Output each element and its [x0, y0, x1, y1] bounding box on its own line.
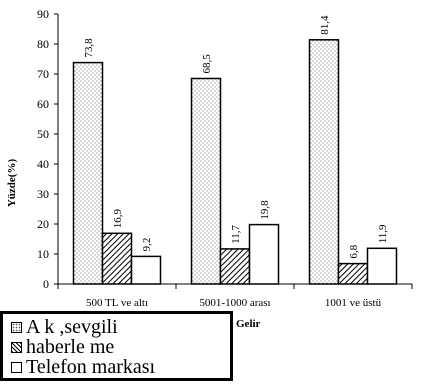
y-tick-label: 90: [37, 7, 49, 21]
legend-swatch-white: [11, 361, 22, 373]
y-tick-label: 50: [37, 127, 49, 141]
data-label: 11,9: [377, 224, 389, 243]
data-label: 16,9: [112, 209, 124, 229]
y-tick-label: 40: [37, 157, 49, 171]
legend-swatch-dots: [11, 321, 22, 333]
y-tick-label: 20: [37, 217, 49, 231]
bar: [337, 262, 369, 285]
x-tick-label: 5001-1000 arası: [199, 297, 270, 309]
bar: [130, 255, 162, 285]
data-label: 68,5: [201, 54, 213, 74]
legend-item-telefon-markasi: Telefon markası: [11, 357, 155, 377]
x-tick-label: 1001 ve üstü: [325, 297, 382, 309]
bar: [366, 247, 398, 285]
legend-label: Telefon markası: [26, 356, 156, 378]
legend: A k ,sevgili haberle me Telefon markası: [0, 311, 233, 381]
bar: [190, 77, 222, 285]
x-tick-label: 500 TL ve altı: [86, 297, 148, 309]
data-label: 73,8: [83, 38, 95, 58]
y-tick-label: 80: [37, 37, 49, 51]
data-label: 6,8: [348, 244, 360, 258]
legend-item-haberlesme: haberle me: [11, 337, 114, 357]
data-label: 19,8: [259, 200, 271, 220]
legend-label: A k ,sevgili: [26, 316, 118, 338]
bar: [101, 232, 133, 285]
y-tick-label: 30: [37, 187, 49, 201]
x-axis-title: Gelir: [236, 318, 261, 330]
bar: [248, 223, 280, 285]
data-label: 11,7: [230, 225, 242, 244]
y-axis-title: Yüzde(%): [6, 159, 18, 208]
data-label: 81,4: [319, 15, 331, 35]
y-tick-label: 60: [37, 97, 49, 111]
legend-swatch-hatch: [11, 341, 22, 353]
y-tick-label: 70: [37, 67, 49, 81]
bar: [72, 61, 104, 285]
legend-item-ask-sevgili: A k ,sevgili: [11, 317, 118, 337]
bar: [308, 39, 340, 285]
y-tick-label: 0: [43, 277, 49, 291]
bar: [219, 248, 251, 285]
data-label: 9,2: [141, 238, 153, 252]
legend-label: haberle me: [26, 336, 115, 358]
y-tick-label: 10: [37, 247, 49, 261]
